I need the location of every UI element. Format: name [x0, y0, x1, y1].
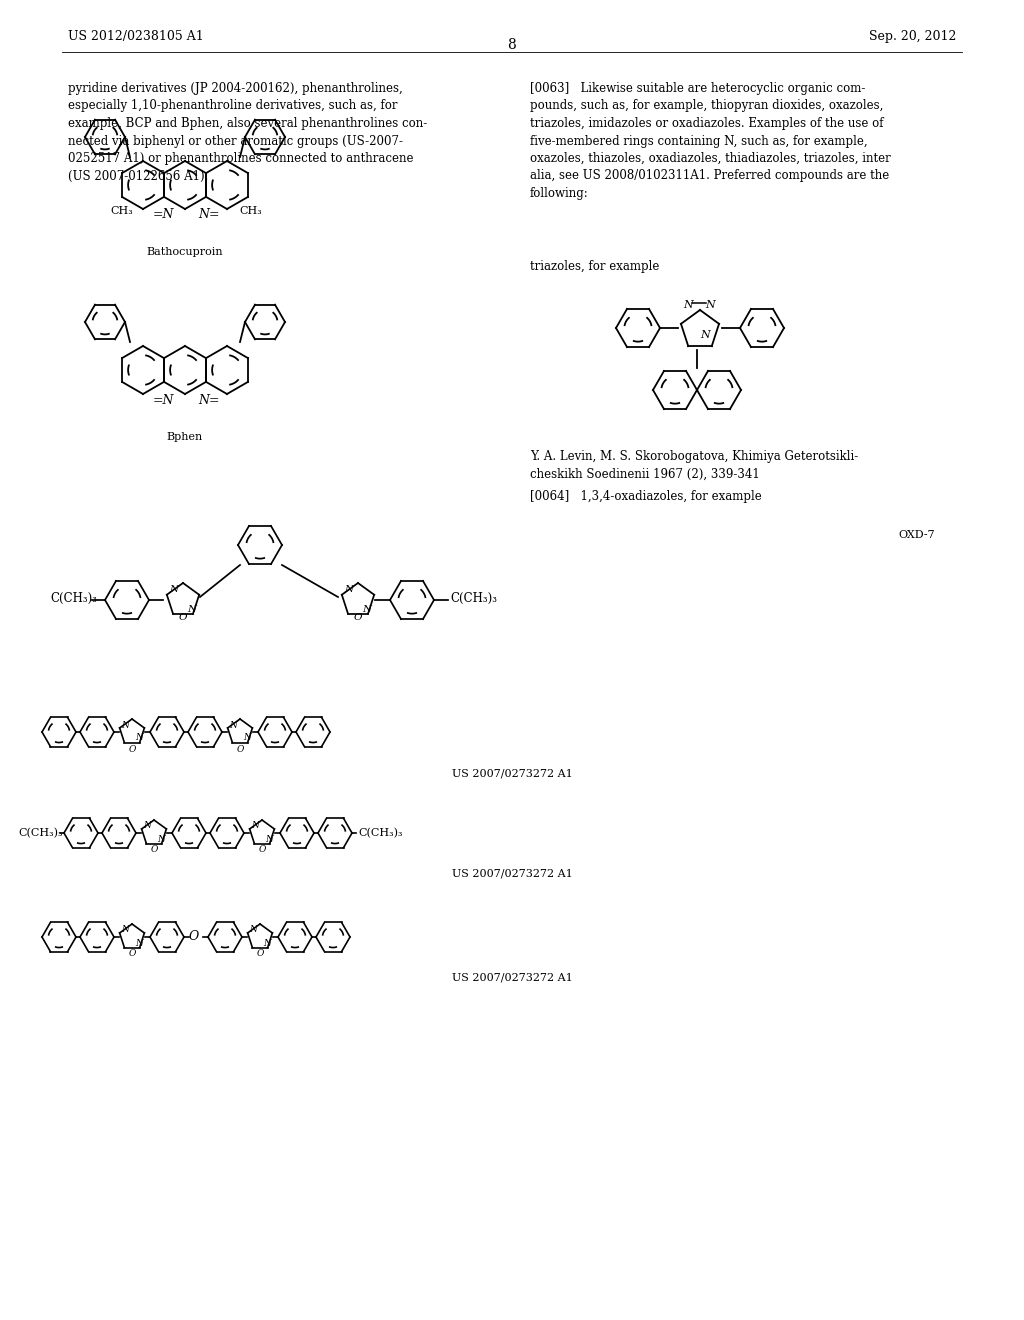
Text: US 2012/0238105 A1: US 2012/0238105 A1 [68, 30, 204, 44]
Text: O: O [179, 612, 187, 622]
Text: N: N [263, 939, 271, 948]
Text: CH₃: CH₃ [239, 206, 262, 216]
Text: O: O [258, 846, 265, 854]
Text: N: N [169, 586, 178, 594]
Text: N: N [344, 586, 353, 594]
Text: Y. A. Levin, M. S. Skorobogatova, Khimiya Geterotsikli-
cheskikh Soedinenii 1967: Y. A. Levin, M. S. Skorobogatova, Khimiy… [530, 450, 858, 480]
Text: N: N [243, 734, 251, 742]
Text: O: O [256, 949, 264, 958]
Text: US 2007/0273272 A1: US 2007/0273272 A1 [452, 973, 572, 983]
Text: CH₃: CH₃ [111, 206, 133, 216]
Text: C(CH₃)₃: C(CH₃)₃ [450, 591, 497, 605]
Text: US 2007/0273272 A1: US 2007/0273272 A1 [452, 768, 572, 777]
Text: N: N [135, 939, 143, 948]
Text: triazoles, for example: triazoles, for example [530, 260, 659, 273]
Text: N: N [135, 734, 143, 742]
Text: O: O [128, 949, 136, 958]
Text: C(CH₃)₃: C(CH₃)₃ [358, 828, 402, 838]
Text: US 2007/0273272 A1: US 2007/0273272 A1 [452, 869, 572, 879]
Text: N: N [229, 721, 237, 730]
Text: N: N [187, 605, 197, 614]
Text: N: N [157, 834, 165, 843]
Text: C(CH₃)₃: C(CH₃)₃ [50, 591, 97, 605]
Text: =N: =N [153, 209, 174, 222]
Text: =N: =N [153, 393, 174, 407]
Text: [0064]   1,3,4-oxadiazoles, for example: [0064] 1,3,4-oxadiazoles, for example [530, 490, 762, 503]
Text: N: N [121, 925, 129, 935]
Text: OXD-7: OXD-7 [898, 531, 935, 540]
Text: N: N [121, 721, 129, 730]
Text: O: O [237, 744, 244, 754]
Text: N=: N= [199, 209, 220, 222]
Text: N=: N= [199, 393, 220, 407]
Text: Sep. 20, 2012: Sep. 20, 2012 [868, 30, 956, 44]
Text: N: N [700, 330, 710, 341]
Text: N: N [706, 300, 715, 310]
Text: O: O [128, 744, 136, 754]
Text: N: N [143, 821, 151, 830]
Text: pyridine derivatives (JP 2004-200162), phenanthrolines,
especially 1,10-phenanth: pyridine derivatives (JP 2004-200162), p… [68, 82, 427, 182]
Text: [0063]   Likewise suitable are heterocyclic organic com-
pounds, such as, for ex: [0063] Likewise suitable are heterocycli… [530, 82, 891, 201]
Text: N: N [683, 300, 693, 310]
Text: O: O [151, 846, 158, 854]
Text: N: N [251, 821, 259, 830]
Text: C(CH₃)₃: C(CH₃)₃ [18, 828, 62, 838]
Text: Bathocuproin: Bathocuproin [146, 247, 223, 257]
Text: N: N [265, 834, 273, 843]
Text: O: O [188, 931, 199, 944]
Text: N: N [362, 605, 372, 614]
Text: Bphen: Bphen [167, 432, 203, 442]
Text: N: N [249, 925, 257, 935]
Text: 8: 8 [508, 38, 516, 51]
Text: O: O [353, 612, 362, 622]
